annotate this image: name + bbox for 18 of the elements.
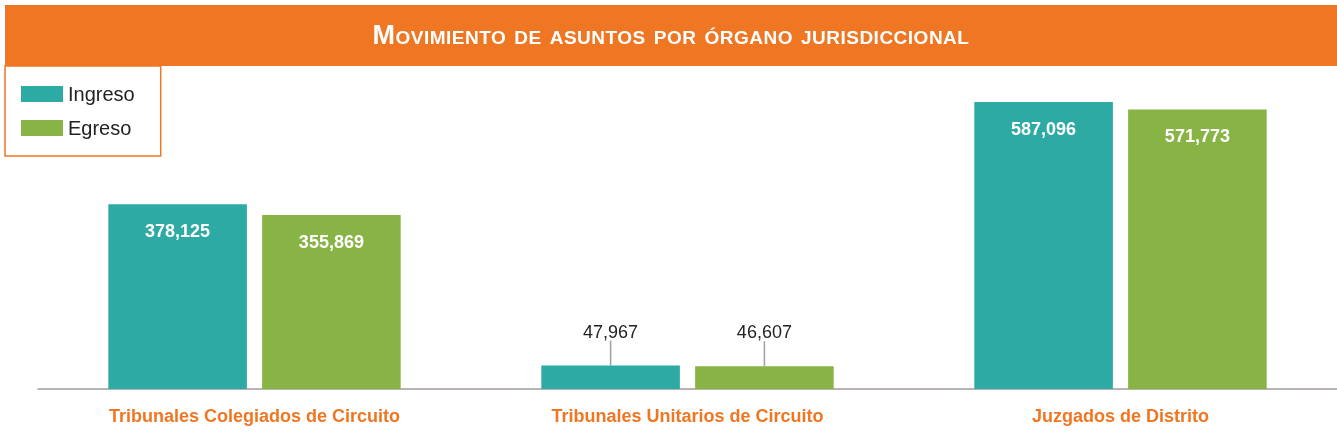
bar	[1128, 109, 1267, 389]
data-label: 378,125	[145, 221, 211, 242]
legend-label: Egreso	[68, 117, 132, 139]
data-label: 355,869	[298, 232, 364, 253]
x-tick-label: Tribunales Colegiados de Circuito	[108, 406, 401, 426]
bar	[262, 215, 401, 389]
bar	[108, 204, 247, 389]
x-tick-label: Tribunales Unitarios de Circuito	[551, 406, 824, 426]
legend-label: Ingreso	[68, 83, 135, 105]
bar	[541, 365, 680, 389]
chart-title: Movimiento de asuntos por órgano jurisdiccional	[372, 20, 970, 51]
data-label: 587,096	[1011, 119, 1077, 139]
bar	[695, 366, 834, 389]
data-label: 571,773	[1164, 126, 1230, 147]
x-tick-label: Juzgados de Distrito	[1031, 406, 1210, 426]
data-label: 47,967	[583, 321, 639, 342]
data-label: 46,607	[736, 322, 792, 343]
bar	[974, 102, 1113, 389]
